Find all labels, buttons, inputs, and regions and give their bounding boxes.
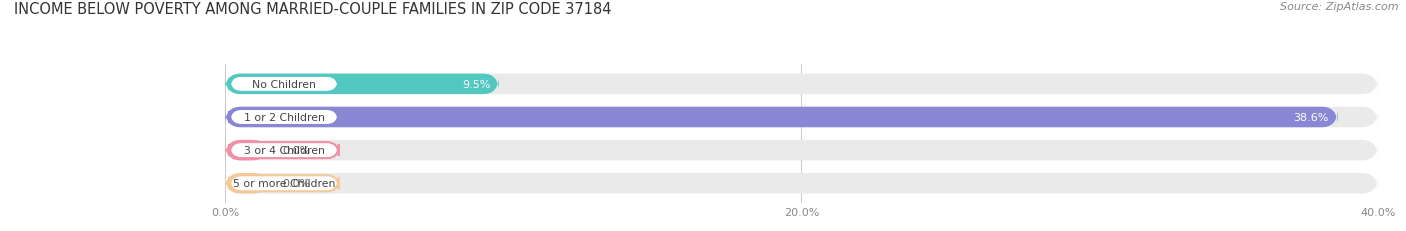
Text: 0.0%: 0.0% xyxy=(283,146,311,155)
FancyBboxPatch shape xyxy=(225,74,1378,95)
Text: 0.0%: 0.0% xyxy=(283,179,311,188)
FancyBboxPatch shape xyxy=(225,107,1378,128)
FancyBboxPatch shape xyxy=(225,140,269,161)
FancyBboxPatch shape xyxy=(229,76,339,92)
FancyBboxPatch shape xyxy=(225,74,499,95)
FancyBboxPatch shape xyxy=(225,140,1378,161)
FancyBboxPatch shape xyxy=(229,143,339,158)
FancyBboxPatch shape xyxy=(225,107,1337,128)
FancyBboxPatch shape xyxy=(225,173,269,194)
FancyBboxPatch shape xyxy=(225,173,1378,194)
FancyBboxPatch shape xyxy=(229,176,339,191)
Text: 5 or more Children: 5 or more Children xyxy=(233,179,335,188)
FancyBboxPatch shape xyxy=(229,109,339,125)
Text: 38.6%: 38.6% xyxy=(1294,112,1329,122)
Text: 9.5%: 9.5% xyxy=(461,79,491,89)
Text: 3 or 4 Children: 3 or 4 Children xyxy=(243,146,325,155)
Text: Source: ZipAtlas.com: Source: ZipAtlas.com xyxy=(1281,2,1399,12)
Text: No Children: No Children xyxy=(252,79,316,89)
Text: 1 or 2 Children: 1 or 2 Children xyxy=(243,112,325,122)
Text: INCOME BELOW POVERTY AMONG MARRIED-COUPLE FAMILIES IN ZIP CODE 37184: INCOME BELOW POVERTY AMONG MARRIED-COUPL… xyxy=(14,2,612,17)
